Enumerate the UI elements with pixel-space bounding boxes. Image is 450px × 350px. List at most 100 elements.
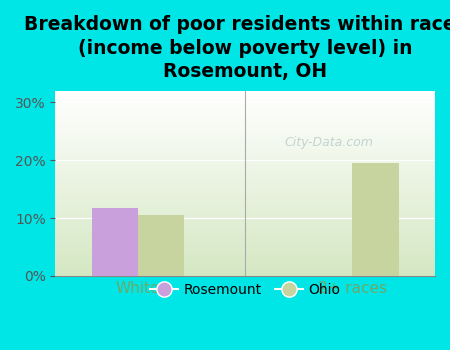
Bar bbox=[55, 126, 435, 127]
Bar bbox=[55, 247, 435, 248]
Legend: Rosemount, Ohio: Rosemount, Ohio bbox=[144, 277, 346, 302]
Title: Breakdown of poor residents within races
(income below poverty level) in
Rosemou: Breakdown of poor residents within races… bbox=[24, 15, 450, 81]
Bar bbox=[55, 99, 435, 100]
Bar bbox=[55, 142, 435, 143]
Bar bbox=[55, 139, 435, 140]
Bar bbox=[55, 182, 435, 183]
Bar bbox=[55, 240, 435, 241]
Bar bbox=[55, 215, 435, 216]
Bar bbox=[55, 226, 435, 227]
Bar bbox=[55, 155, 435, 156]
Bar bbox=[55, 199, 435, 200]
Bar bbox=[55, 149, 435, 150]
Bar bbox=[138, 215, 184, 276]
Bar bbox=[55, 94, 435, 96]
Bar bbox=[55, 133, 435, 134]
Bar bbox=[55, 147, 435, 148]
Bar bbox=[55, 163, 435, 164]
Bar bbox=[55, 183, 435, 184]
Bar bbox=[352, 163, 399, 276]
Bar bbox=[55, 260, 435, 261]
Bar bbox=[55, 235, 435, 236]
Bar bbox=[55, 135, 435, 136]
Bar bbox=[55, 217, 435, 218]
Bar bbox=[55, 213, 435, 214]
Bar bbox=[55, 253, 435, 254]
Bar bbox=[55, 258, 435, 259]
Bar bbox=[55, 237, 435, 238]
Bar bbox=[55, 272, 435, 273]
Bar bbox=[55, 124, 435, 125]
Bar bbox=[55, 128, 435, 129]
Bar bbox=[55, 159, 435, 160]
Bar bbox=[55, 93, 435, 94]
Bar bbox=[55, 257, 435, 258]
Bar bbox=[55, 229, 435, 230]
Bar bbox=[55, 187, 435, 188]
Bar bbox=[55, 169, 435, 170]
Bar bbox=[55, 274, 435, 275]
Bar bbox=[55, 162, 435, 163]
Bar bbox=[55, 189, 435, 190]
Bar bbox=[55, 144, 435, 145]
Bar bbox=[55, 152, 435, 153]
Bar bbox=[55, 172, 435, 173]
Bar bbox=[55, 248, 435, 249]
Bar bbox=[55, 117, 435, 118]
Bar bbox=[55, 97, 435, 98]
Bar bbox=[55, 221, 435, 222]
Bar bbox=[55, 161, 435, 162]
Bar bbox=[55, 180, 435, 181]
Bar bbox=[55, 259, 435, 260]
Bar bbox=[55, 216, 435, 217]
Bar bbox=[55, 136, 435, 137]
Bar bbox=[55, 261, 435, 262]
Bar bbox=[55, 190, 435, 191]
Bar bbox=[55, 211, 435, 212]
Bar bbox=[55, 252, 435, 253]
Bar bbox=[55, 121, 435, 122]
Bar bbox=[55, 195, 435, 196]
Bar bbox=[55, 244, 435, 245]
Bar bbox=[55, 127, 435, 128]
Bar bbox=[55, 92, 435, 93]
Bar bbox=[55, 158, 435, 159]
Bar bbox=[55, 119, 435, 120]
Bar bbox=[55, 116, 435, 117]
Bar bbox=[55, 129, 435, 130]
Bar bbox=[55, 156, 435, 158]
Bar bbox=[55, 275, 435, 276]
Text: City-Data.com: City-Data.com bbox=[284, 136, 373, 149]
Bar bbox=[55, 113, 435, 114]
Bar bbox=[55, 231, 435, 232]
Bar bbox=[55, 242, 435, 243]
Bar bbox=[55, 134, 435, 135]
Bar bbox=[55, 145, 435, 146]
Bar bbox=[55, 179, 435, 180]
Bar bbox=[55, 105, 435, 106]
Bar bbox=[55, 232, 435, 233]
Bar bbox=[55, 146, 435, 147]
Bar bbox=[55, 108, 435, 110]
Bar bbox=[55, 200, 435, 201]
Bar bbox=[55, 167, 435, 168]
Bar bbox=[55, 222, 435, 223]
Bar bbox=[55, 234, 435, 235]
Bar bbox=[55, 138, 435, 139]
Bar bbox=[55, 220, 435, 221]
Bar bbox=[55, 103, 435, 104]
Bar bbox=[55, 176, 435, 177]
Bar bbox=[55, 170, 435, 172]
Bar bbox=[55, 201, 435, 202]
Bar bbox=[55, 191, 435, 192]
Bar bbox=[55, 210, 435, 211]
Bar bbox=[55, 209, 435, 210]
Bar bbox=[55, 165, 435, 166]
Bar bbox=[55, 173, 435, 174]
Bar bbox=[55, 151, 435, 152]
Bar bbox=[55, 243, 435, 244]
Bar bbox=[55, 270, 435, 271]
Bar bbox=[55, 101, 435, 102]
Bar bbox=[55, 205, 435, 206]
Bar bbox=[55, 227, 435, 228]
